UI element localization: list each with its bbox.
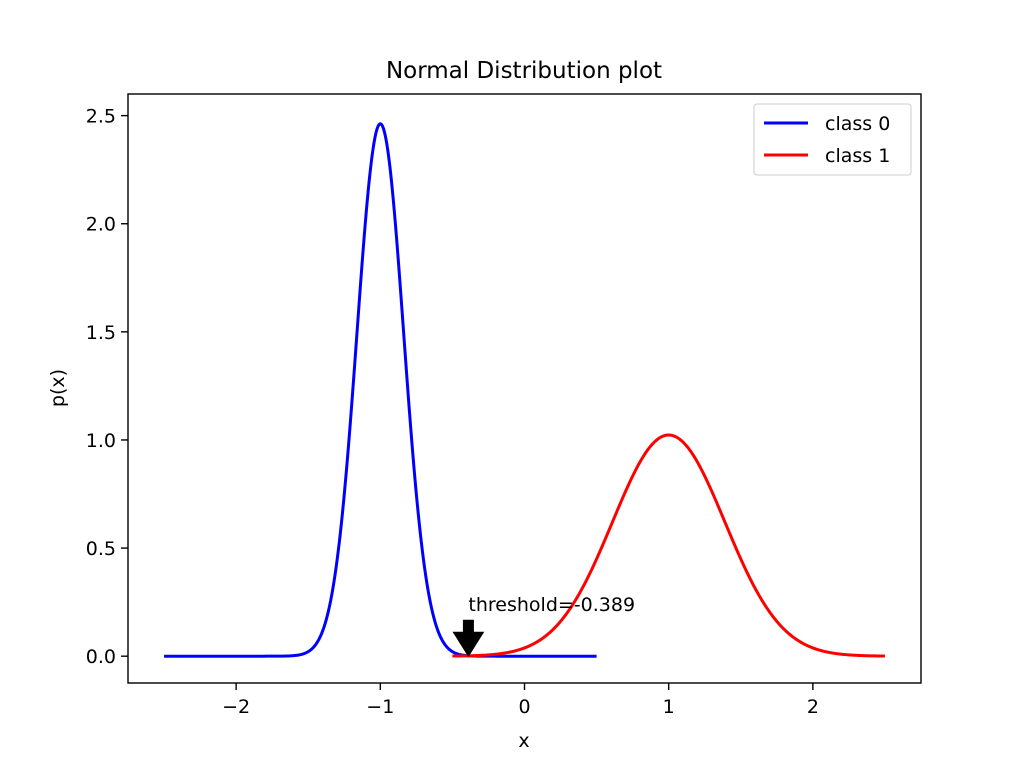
y-axis-ticks: 0.0 0.5 1.0 1.5 2.0 2.5 <box>86 106 128 668</box>
x-axis-ticks: −2 −1 0 1 2 <box>222 683 819 718</box>
y-axis-label: p(x) <box>47 369 69 407</box>
y-tick-label: 0.5 <box>86 538 116 560</box>
y-tick-label: 2.0 <box>86 214 116 236</box>
x-axis-label: x <box>518 730 529 752</box>
y-tick-label: 0.0 <box>86 646 116 668</box>
series-line-0 <box>163 122 598 658</box>
legend: class 0 class 1 <box>753 103 912 176</box>
x-tick-label: 0 <box>518 696 530 718</box>
y-tick-label: 2.5 <box>86 106 116 128</box>
threshold-arrow <box>452 619 485 658</box>
legend-label-1: class 1 <box>825 145 890 167</box>
series-line-1 <box>451 433 886 658</box>
plot-area <box>163 122 886 658</box>
y-tick-label: 1.0 <box>86 430 116 452</box>
threshold-label: threshold=-0.389 <box>468 594 635 616</box>
legend-label-0: class 0 <box>825 113 890 135</box>
threshold-annotation: threshold=-0.389 <box>452 594 635 658</box>
x-tick-label: −1 <box>366 696 394 718</box>
y-tick-label: 1.5 <box>86 322 116 344</box>
x-tick-label: −2 <box>222 696 250 718</box>
chart-title: Normal Distribution plot <box>386 58 662 84</box>
x-tick-label: 2 <box>807 696 819 718</box>
x-tick-label: 1 <box>663 696 675 718</box>
